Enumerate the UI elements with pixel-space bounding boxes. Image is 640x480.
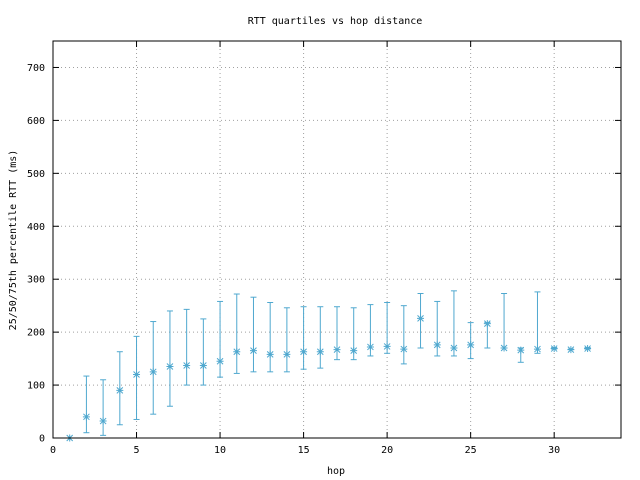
median-marker [133,370,141,378]
data-point [584,345,592,353]
median-marker [149,368,157,376]
data-point [333,306,341,361]
median-marker [400,345,408,353]
data-point [149,321,157,415]
median-marker [383,342,391,350]
y-tick-label: 100 [27,381,45,392]
data-point [350,307,358,361]
median-marker [567,346,575,354]
median-marker [366,343,374,351]
data-point [550,345,558,353]
median-marker [249,347,257,355]
median-marker [433,341,441,349]
x-tick-label: 25 [465,445,477,456]
median-marker [233,348,241,356]
median-marker [584,345,592,353]
median-marker [550,345,558,353]
y-tick-label: 500 [27,169,45,180]
data-marks [66,290,592,442]
x-tick-label: 15 [298,445,310,456]
y-tick-label: 0 [39,434,45,445]
median-marker [450,344,458,352]
data-point [316,306,324,369]
y-axis-label: 25/50/75th percentile RTT (ms) [8,150,19,331]
x-tick-label: 5 [134,445,140,456]
median-marker [116,386,124,394]
median-marker [483,320,491,328]
median-marker [266,350,274,358]
y-tick-label: 200 [27,328,45,339]
y-tick-label: 600 [27,116,45,127]
axis-ticks [52,41,621,439]
data-point [366,304,374,357]
data-point [82,375,90,434]
data-point [116,351,124,426]
data-point [233,293,241,374]
median-marker [533,345,541,353]
data-point [133,335,141,420]
median-marker [183,361,191,369]
data-point [99,379,107,436]
median-marker [333,346,341,354]
plot-frame [52,40,622,439]
x-tick-label: 20 [381,445,393,456]
median-marker [417,314,425,322]
median-marker [500,344,508,352]
median-marker [316,348,324,356]
data-point [183,308,191,386]
x-tick-label: 30 [548,445,560,456]
median-marker [82,413,90,421]
data-point [166,310,174,407]
data-point [533,291,541,354]
chart-title: RTT quartiles vs hop distance [248,16,423,27]
median-marker [166,363,174,371]
data-point [216,300,224,378]
y-tick-label: 700 [27,63,45,74]
median-marker [467,341,475,349]
grid-lines [53,41,621,438]
data-point [517,346,525,363]
data-point [249,296,257,373]
tick-labels: 0 100 200 300 400 500 600 700 0 5 10 15 20 25 30 [27,63,560,456]
data-point [300,306,308,370]
data-point [483,320,491,349]
data-point [417,292,425,349]
median-marker [216,357,224,365]
median-marker [300,348,308,356]
median-marker [350,347,358,355]
data-point [283,307,291,373]
median-marker [517,346,525,354]
data-point [433,300,441,357]
data-point [199,318,207,386]
x-tick-label: 0 [50,445,56,456]
data-point [383,301,391,354]
median-marker [99,417,107,425]
y-tick-label: 400 [27,222,45,233]
x-axis-label: hop [327,466,345,477]
data-point [467,322,475,360]
data-point [400,305,408,365]
data-point [266,301,274,373]
data-point [450,290,458,357]
y-tick-label: 300 [27,275,45,286]
data-point [567,346,575,354]
data-point [500,292,508,352]
median-marker [199,361,207,369]
x-tick-label: 10 [214,445,226,456]
median-marker [283,350,291,358]
